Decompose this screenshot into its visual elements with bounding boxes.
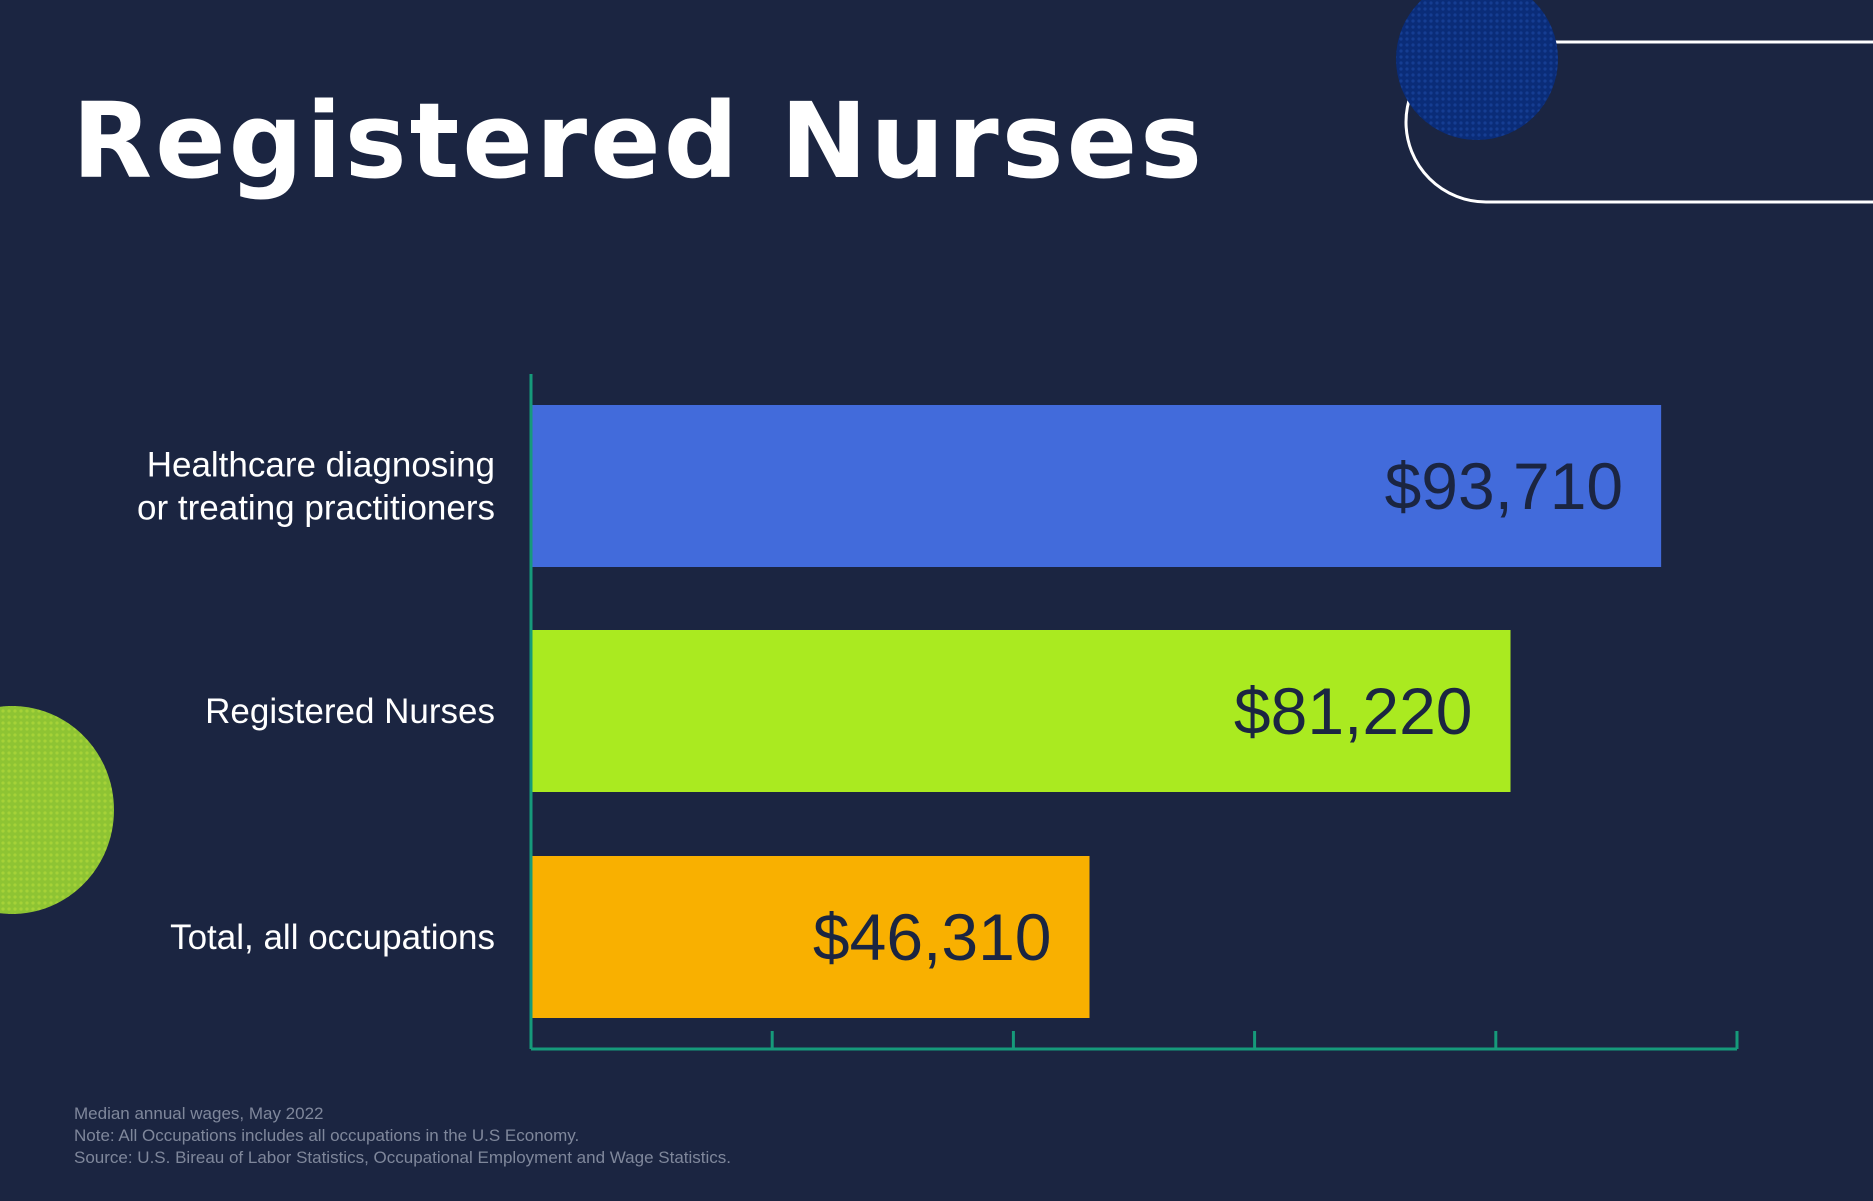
value-label-2: $81,220: [1234, 674, 1473, 748]
footnote-median-wages: Median annual wages, May 2022: [74, 1104, 324, 1123]
bar-3: [531, 856, 1090, 1018]
footnotes: Median annual wages, May 2022 Note: All …: [74, 1103, 731, 1169]
category-label-2: Registered Nurses: [205, 692, 495, 731]
blue-planet-texture: [1396, 0, 1558, 140]
value-label-3: $46,310: [813, 900, 1052, 974]
category-label-1-line-1: Healthcare diagnosing: [147, 446, 495, 485]
page-title: Registered Nurses: [72, 80, 1206, 202]
category-label-3: Total, all occupations: [170, 918, 495, 957]
value-label-1: $93,710: [1385, 449, 1624, 523]
bar-1: [531, 405, 1662, 567]
footnote-source: Source: U.S. Bireau of Labor Statistics,…: [74, 1148, 732, 1167]
bar-2: [531, 630, 1511, 792]
category-label-1-line-2: or treating practitioners: [137, 489, 495, 528]
green-planet-texture: [0, 706, 114, 914]
footnote-note: Note: All Occupations includes all occup…: [74, 1126, 580, 1145]
